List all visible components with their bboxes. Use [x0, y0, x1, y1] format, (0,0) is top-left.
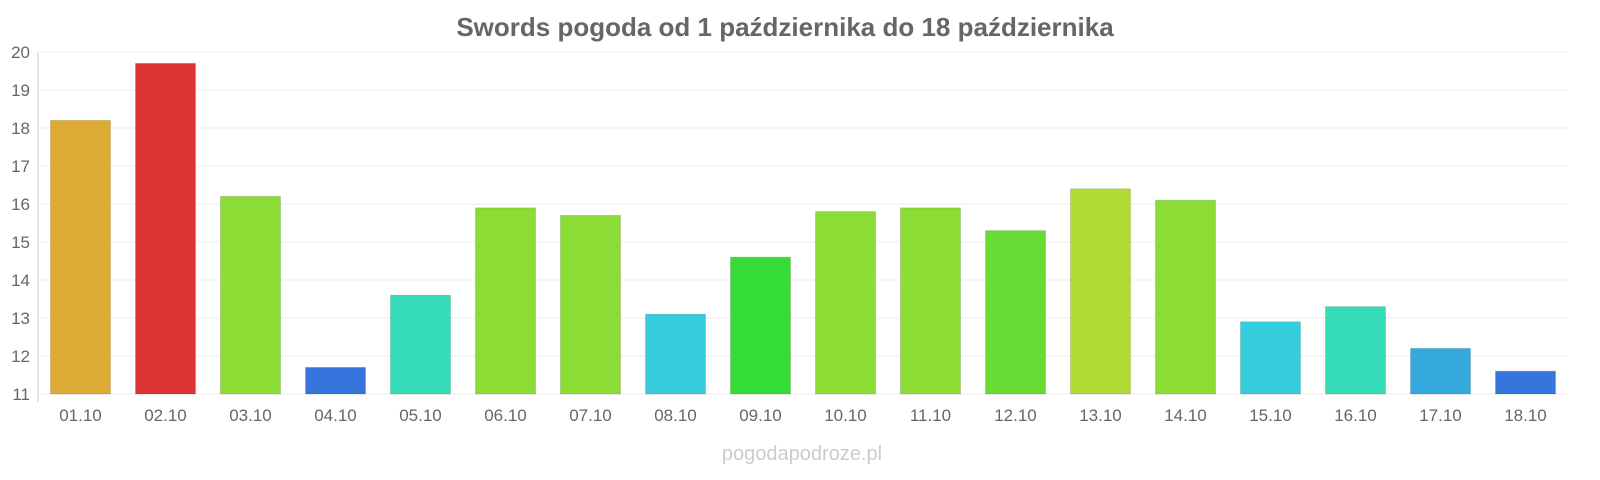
y-tick-label: 12 — [11, 347, 30, 366]
watermark: pogodapodroze.pl — [722, 443, 882, 465]
y-tick-label: 14 — [11, 271, 30, 290]
bar-09.10[interactable] — [730, 256, 791, 395]
y-tick-label: 13 — [11, 309, 30, 328]
bar-04.10[interactable] — [305, 366, 366, 395]
y-tick-label: 17 — [11, 157, 30, 176]
bar-17.10[interactable] — [1410, 347, 1471, 395]
x-tick-label: 08.10 — [654, 406, 697, 425]
x-tick-label: 17.10 — [1419, 406, 1462, 425]
bar-12.10[interactable] — [985, 230, 1046, 395]
bar-03.10[interactable] — [220, 195, 281, 395]
x-tick-label: 13.10 — [1079, 406, 1122, 425]
bar-16.10[interactable] — [1325, 306, 1386, 395]
y-tick-label: 15 — [11, 233, 30, 252]
x-tick-label: 07.10 — [569, 406, 612, 425]
bar-10.10[interactable] — [815, 211, 876, 395]
bar-01.10[interactable] — [50, 119, 111, 395]
x-tick-label: 01.10 — [59, 406, 102, 425]
x-tick-label: 14.10 — [1164, 406, 1207, 425]
x-tick-label: 15.10 — [1249, 406, 1292, 425]
x-tick-label: 11.10 — [910, 406, 951, 425]
bar-11.10[interactable] — [900, 207, 961, 395]
bar-14.10[interactable] — [1155, 199, 1216, 395]
x-tick-label: 02.10 — [144, 406, 187, 425]
bar-18.10[interactable] — [1495, 370, 1556, 395]
x-tick-label: 12.10 — [994, 406, 1037, 425]
y-tick-label: 20 — [11, 43, 30, 62]
bar-07.10[interactable] — [560, 214, 621, 395]
x-tick-label: 04.10 — [314, 406, 357, 425]
y-tick-label: 11 — [12, 385, 30, 404]
x-tick-label: 10.10 — [824, 406, 867, 425]
chart-title: Swords pogoda od 1 października do 18 pa… — [456, 12, 1114, 42]
x-tick-label: 06.10 — [484, 406, 527, 425]
bar-08.10[interactable] — [645, 313, 706, 395]
x-tick-label: 16.10 — [1334, 406, 1377, 425]
bar-15.10[interactable] — [1240, 321, 1301, 395]
x-tick-label: 05.10 — [399, 406, 442, 425]
bar-06.10[interactable] — [475, 207, 536, 395]
x-tick-label: 18.10 — [1504, 406, 1547, 425]
y-tick-label: 18 — [11, 119, 30, 138]
bar-05.10[interactable] — [390, 294, 451, 395]
bar-02.10[interactable] — [135, 62, 196, 395]
y-tick-label: 16 — [11, 195, 30, 214]
y-tick-label: 19 — [11, 81, 30, 100]
x-tick-label: 09.10 — [739, 406, 782, 425]
x-tick-label: 03.10 — [229, 406, 272, 425]
bar-13.10[interactable] — [1070, 188, 1131, 395]
